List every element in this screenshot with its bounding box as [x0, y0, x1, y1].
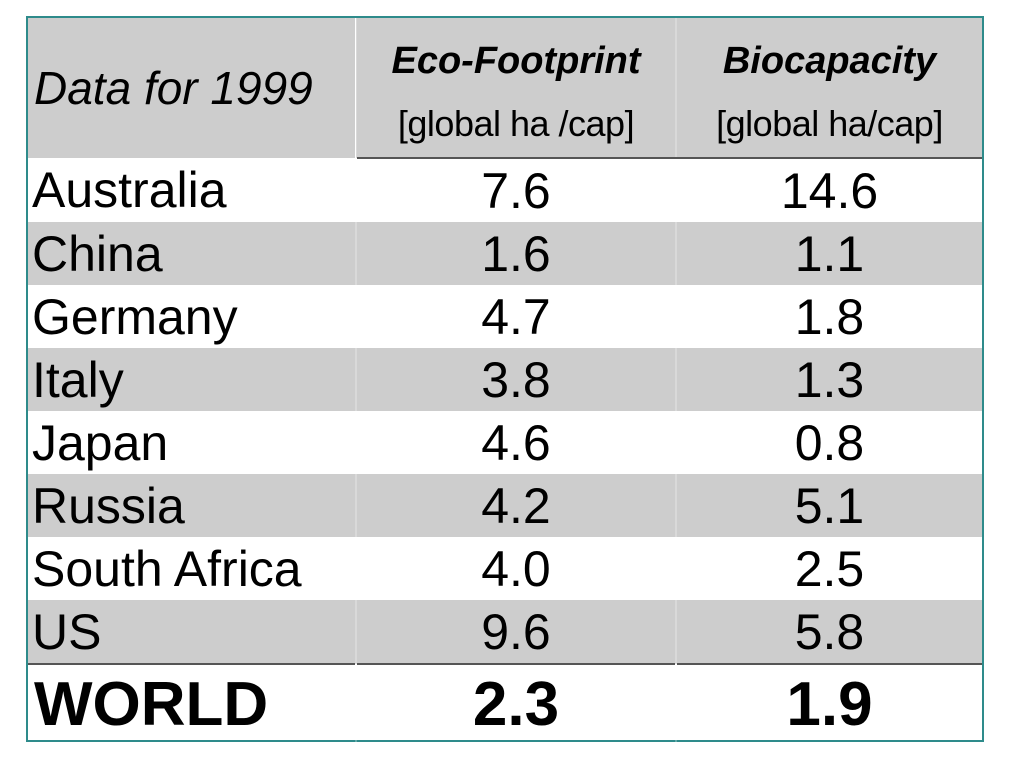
biocapacity-cell: 5.8 [676, 600, 982, 664]
eco-footprint-cell: 4.6 [356, 411, 677, 474]
biocapacity-cell: 1.8 [794, 288, 865, 345]
eco-footprint-cell: 4.2 [356, 474, 677, 537]
table-title: Data for 1999 [28, 18, 357, 158]
country-cell: South Africa [28, 537, 357, 600]
unit-biocapacity: [global ha/cap] [676, 91, 982, 159]
country-cell: Germany [28, 285, 357, 348]
country-cell: US [28, 600, 357, 664]
table-row: South Africa 4.0 2.5 [28, 537, 982, 600]
eco-footprint-cell: 7.6 [356, 158, 677, 222]
column-header-eco-footprint: Eco-Footprint [356, 18, 677, 91]
world-label: WORLD [28, 663, 357, 743]
eco-footprint-cell: 1.6 [356, 222, 677, 285]
header-row: Data for 1999 Eco-Footprint Biocapacity [28, 18, 982, 158]
biocapacity-cell: 2.5 [794, 540, 865, 597]
unit-eco-footprint: [global ha /cap] [356, 91, 677, 159]
world-total-row: WORLD 2.3 1.9 [28, 663, 982, 743]
footprint-table: Data for 1999 Eco-Footprint Biocapacity … [28, 18, 982, 743]
table-row: Japan 4.6 0.8 [28, 411, 982, 474]
eco-footprint-cell: 4.0 [356, 537, 677, 600]
eco-footprint-cell: 3.8 [356, 348, 677, 411]
table-row: Germany 4.7 1.8 [28, 285, 982, 348]
biocapacity-cell: 1.3 [676, 348, 982, 411]
country-cell: Japan [28, 411, 357, 474]
data-table-frame: Data for 1999 Eco-Footprint Biocapacity … [26, 16, 984, 743]
biocapacity-cell: 14.6 [780, 162, 879, 219]
biocapacity-cell: 0.8 [794, 414, 865, 471]
country-cell: Australia [28, 158, 357, 222]
table-row: Italy 3.8 1.3 [28, 348, 982, 411]
eco-footprint-cell: 9.6 [356, 600, 677, 664]
table-row: Australia 7.6 14.6 [28, 158, 982, 222]
table-row: US 9.6 5.8 [28, 600, 982, 664]
unit-row: [global ha /cap] [global ha/cap] [28, 91, 982, 159]
country-cell: Italy [28, 348, 357, 411]
world-biocapacity: 1.9 [676, 663, 982, 743]
eco-footprint-cell: 4.7 [356, 285, 677, 348]
column-header-biocapacity: Biocapacity [676, 18, 982, 91]
biocapacity-cell: 1.1 [676, 222, 982, 285]
biocapacity-cell: 5.1 [676, 474, 982, 537]
world-eco-footprint: 2.3 [356, 663, 677, 743]
table-row: Russia 4.2 5.1 [28, 474, 982, 537]
country-cell: Russia [28, 474, 357, 537]
country-cell: China [28, 222, 357, 285]
table-row: China 1.6 1.1 [28, 222, 982, 285]
